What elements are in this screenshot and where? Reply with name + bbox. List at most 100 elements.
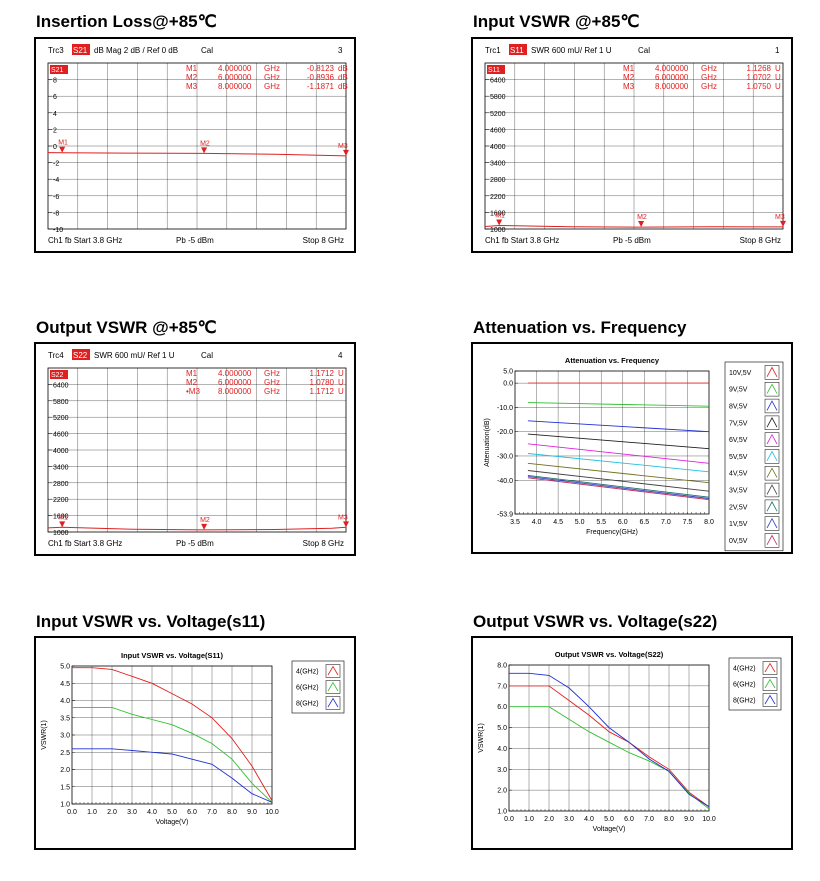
y-tick-label: 1000 xyxy=(53,530,69,537)
y-tick-label: 8 xyxy=(53,78,57,85)
param-badge-bg xyxy=(509,44,527,55)
x-axis-label: Frequency(GHz) xyxy=(586,529,638,536)
y-top-badge-bg xyxy=(50,370,68,379)
y-tick-label: 1600 xyxy=(53,514,69,521)
marker-value-unit: U xyxy=(338,387,344,396)
y-tick-label: 3400 xyxy=(53,464,69,471)
y-tick-label: 2.0 xyxy=(60,767,70,774)
marker-freq: 6.000000 xyxy=(218,73,252,82)
legend-swatch xyxy=(766,501,778,512)
x-tick-label: 4.0 xyxy=(584,816,594,823)
x-tick-label: 5.0 xyxy=(575,519,585,526)
y-tick-label: 0 xyxy=(53,144,57,151)
legend-label: 5V,5V xyxy=(729,454,748,461)
marker-triangle-label: M3 xyxy=(338,143,348,150)
marker-triangle-label: M3 xyxy=(338,514,348,521)
y-tick-label: 1.5 xyxy=(60,784,70,791)
y-tick-label: -10.0 xyxy=(497,405,513,412)
trace-line xyxy=(484,224,784,228)
param-tag: S11 xyxy=(488,67,500,74)
y-tick-label: 3.0 xyxy=(497,767,507,774)
marker-value-unit: U xyxy=(775,82,781,91)
param-badge: S21 xyxy=(73,46,88,55)
legend-swatch xyxy=(327,681,339,692)
series-line xyxy=(527,420,710,433)
legend-swatch-box xyxy=(764,533,780,548)
plot-inner-title: Output VSWR vs. Voltage(S22) xyxy=(555,650,664,659)
marker-triangle xyxy=(638,221,645,227)
y-tick-label: 4000 xyxy=(53,448,69,455)
plot-panel-input-vswr-voltage: Input VSWR vs. Voltage(S11) 0.0 1.0 2.0 3.0 4… xyxy=(34,636,356,850)
y-tick-label: 1.0 xyxy=(60,802,70,809)
series-line xyxy=(527,443,710,464)
vna-plot-input-vswr: Trc1 S11 SWR 600 mU/ Ref 1 U Cal 1 7000 6400 58… xyxy=(484,44,786,245)
y-tick-label: 4600 xyxy=(490,127,506,134)
y-tick-label: 5.0 xyxy=(503,369,513,376)
marker-triangle xyxy=(201,523,208,530)
footer-power: Pb -5 dBm xyxy=(613,236,651,245)
legend-label: 10V,5V xyxy=(729,370,752,377)
y-tick-label: 1600 xyxy=(490,210,506,217)
marker-name: •M3 xyxy=(186,387,200,396)
footer-stop: Stop 8 GHz xyxy=(740,236,781,245)
marker-triangle xyxy=(343,521,349,528)
x-tick-label: 7.5 xyxy=(683,519,693,526)
legend-label: 6V,5V xyxy=(729,437,748,444)
y-tick-label: -53.9 xyxy=(497,512,513,519)
legend-swatch-box xyxy=(764,516,780,531)
format-label: SWR 600 mU/ Ref 1 U xyxy=(531,46,612,55)
y-top-badge-bg xyxy=(487,65,505,74)
y-top-badge-bg xyxy=(50,65,68,74)
trace-label: Trc3 xyxy=(48,46,64,55)
marker-name: M2 xyxy=(186,73,198,82)
trace-line xyxy=(47,152,347,157)
marker-freq-unit: GHz xyxy=(701,82,717,91)
footer-start: Ch1 fb Start 3.8 GHz xyxy=(48,539,122,548)
legend-label: 9V,5V xyxy=(729,387,748,394)
legend-label: 1V,5V xyxy=(729,521,748,528)
y-tick-label: -6 xyxy=(53,194,59,201)
marker-triangle xyxy=(343,149,349,156)
series-line xyxy=(72,706,273,803)
y-tick-label: 5800 xyxy=(490,94,506,101)
x-tick-label: 2.0 xyxy=(544,816,554,823)
x-tick-label: 8.0 xyxy=(704,519,714,526)
y-tick-label: 2800 xyxy=(53,481,69,488)
marker-value: 1.1268 xyxy=(747,64,772,73)
y-tick-label: -4 xyxy=(53,177,59,184)
y-tick-label: 6400 xyxy=(53,382,69,389)
legend-swatch-box xyxy=(764,499,780,514)
y-tick-label: 8.0 xyxy=(497,663,507,670)
legend-swatch-box xyxy=(764,482,780,498)
series-line xyxy=(527,433,710,450)
x-tick-label: 3.0 xyxy=(564,816,574,823)
marker-value: 1.1712 xyxy=(310,369,335,378)
y-tick-label: -8 xyxy=(53,210,59,217)
x-tick-label: 1.0 xyxy=(87,809,97,816)
y-tick-label: 2 xyxy=(53,127,57,134)
legend-swatch xyxy=(766,534,778,545)
chart-title-input-vswr-85: Input VSWR @+85℃ xyxy=(473,12,640,31)
x-tick-label: 10.0 xyxy=(265,809,279,816)
marker-freq-unit: GHz xyxy=(264,369,280,378)
x-tick-label: 6.0 xyxy=(187,809,197,816)
legend-swatch-box xyxy=(325,696,341,710)
marker-freq-unit: GHz xyxy=(264,82,280,91)
series-line xyxy=(509,672,710,808)
y-tick-label: 2800 xyxy=(490,177,506,184)
cal-label: Cal xyxy=(201,351,213,360)
plot-inner-title: Attenuation vs. Frequency xyxy=(565,356,660,365)
series-line xyxy=(527,470,710,492)
y-tick-label: -30.0 xyxy=(497,453,513,460)
x-tick-label: 3.5 xyxy=(510,519,520,526)
y-axis-label: Attenuation(dB) xyxy=(484,418,491,467)
marker-value-unit: U xyxy=(775,73,781,82)
marker-value: 1.0702 xyxy=(747,73,772,82)
legend-label: 4(GHz) xyxy=(296,668,319,675)
y-tick-label: 4.0 xyxy=(497,746,507,753)
marker-triangle-label: M1 xyxy=(58,514,68,521)
x-axis-label: Voltage(V) xyxy=(156,819,189,826)
x-tick-label: 7.0 xyxy=(661,519,671,526)
marker-freq-unit: GHz xyxy=(701,73,717,82)
marker-triangle-label: M2 xyxy=(200,140,210,147)
